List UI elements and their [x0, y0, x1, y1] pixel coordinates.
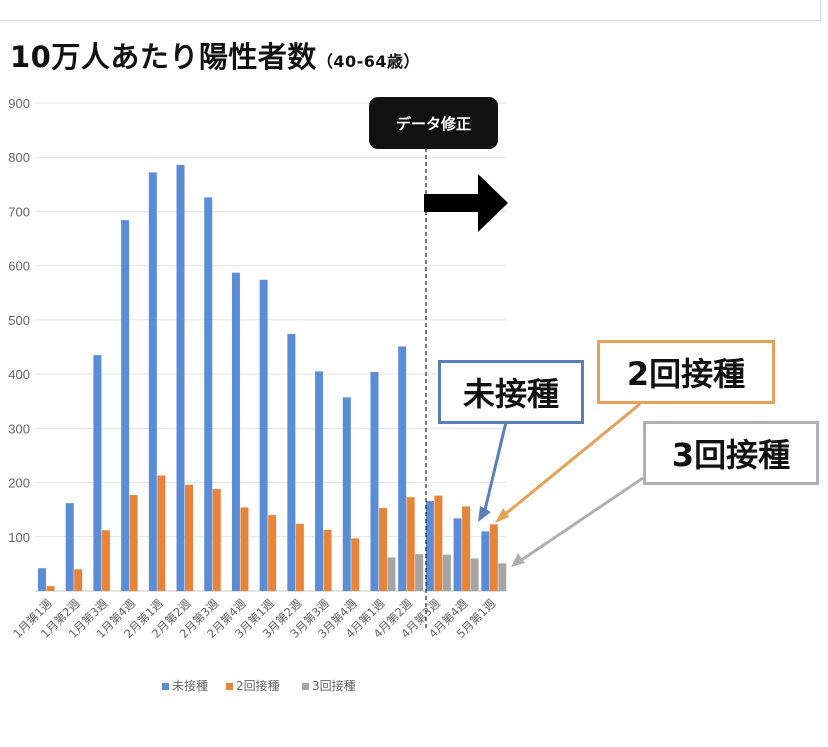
bar-two-dose — [157, 475, 166, 591]
callout-two-dose: 2回接種 — [597, 340, 775, 404]
data-correction-label: データ修正 — [369, 97, 498, 149]
bar-unvaccinated — [204, 197, 213, 591]
bar-unvaccinated — [176, 164, 185, 591]
bar-unvaccinated — [231, 272, 240, 591]
callout-pointer-unvaccinated — [482, 421, 508, 515]
legend-label-unvaccinated: 未接種 — [172, 678, 208, 693]
bar-two-dose — [240, 507, 249, 591]
legend-label-two-dose: 2回接種 — [236, 678, 280, 693]
bar-two-dose — [74, 569, 83, 591]
legend-swatch-unvaccinated — [162, 683, 169, 690]
callout-three-dose: 3回接種 — [643, 421, 819, 485]
bar-unvaccinated — [481, 531, 490, 591]
bar-unvaccinated — [453, 518, 462, 591]
y-tick-label: 900 — [8, 96, 30, 111]
bar-two-dose — [185, 484, 194, 591]
bar-unvaccinated — [425, 500, 434, 591]
bar-unvaccinated — [342, 397, 351, 591]
y-tick-label: 800 — [8, 150, 30, 165]
bar-two-dose — [101, 530, 110, 591]
y-tick-label: 100 — [8, 530, 30, 545]
bar-unvaccinated — [148, 172, 157, 591]
bar-two-dose — [295, 523, 304, 591]
bar-unvaccinated — [315, 371, 324, 591]
top-bar — [0, 0, 821, 21]
bar-two-dose — [212, 489, 221, 591]
bar-unvaccinated — [259, 279, 268, 591]
bar-marks — [38, 164, 507, 591]
bar-two-dose — [351, 538, 360, 591]
y-tick-label: 300 — [8, 421, 30, 436]
bar-two-dose — [489, 524, 498, 591]
bar-two-dose — [462, 506, 471, 591]
bar-three-dose — [442, 554, 451, 591]
callout-pointer-head-three-dose — [511, 553, 525, 567]
callout-unvaccinated: 未接種 — [438, 360, 584, 424]
bar-two-dose — [129, 495, 138, 591]
bar-two-dose — [46, 586, 55, 591]
bar-three-dose — [470, 558, 479, 591]
bar-two-dose — [323, 529, 332, 591]
y-axis-ticks: 900 800 700 600 500 400 300 200 100 — [8, 96, 30, 545]
bar-three-dose — [387, 557, 396, 591]
y-tick-label: 200 — [8, 476, 30, 491]
bar-unvaccinated — [121, 220, 130, 591]
y-tick-label: 700 — [8, 204, 30, 219]
bar-unvaccinated — [287, 333, 296, 591]
bar-two-dose — [378, 508, 387, 591]
bar-unvaccinated — [38, 568, 46, 591]
legend: 未接種 2回接種 3回接種 — [162, 678, 356, 693]
callout-pointer-two-dose — [502, 402, 641, 518]
legend-swatch-three-dose — [302, 683, 309, 690]
right-arrow-icon — [424, 174, 508, 232]
callout-pointer-head-two-dose — [495, 508, 509, 523]
title-subtitle: （40-64歳） — [316, 52, 421, 71]
bar-three-dose — [415, 554, 424, 591]
bar-two-dose — [268, 515, 277, 591]
y-tick-label: 600 — [8, 259, 30, 274]
bar-unvaccinated — [370, 371, 379, 591]
y-tick-label: 500 — [8, 313, 30, 328]
callout-pointer-head-unvaccinated — [478, 506, 491, 522]
legend-label-three-dose: 3回接種 — [312, 678, 356, 693]
bar-unvaccinated — [65, 503, 74, 591]
bar-two-dose — [406, 497, 415, 591]
callout-pointer-three-dose — [519, 476, 644, 563]
legend-swatch-two-dose — [226, 683, 233, 690]
x-axis-ticks: 1月第1週1月第2週1月第3週1月第4週2月第1週2月第2週2月第3週2月第4週… — [10, 596, 498, 641]
bar-three-dose — [498, 563, 507, 591]
chart-title: 10万人あたり陽性者数（40-64歳） — [10, 34, 420, 76]
title-main: 10万人あたり陽性者数 — [10, 40, 317, 74]
bar-two-dose — [434, 495, 443, 591]
bar-unvaccinated — [93, 355, 102, 591]
bar-unvaccinated — [398, 346, 407, 591]
y-tick-label: 400 — [8, 367, 30, 382]
